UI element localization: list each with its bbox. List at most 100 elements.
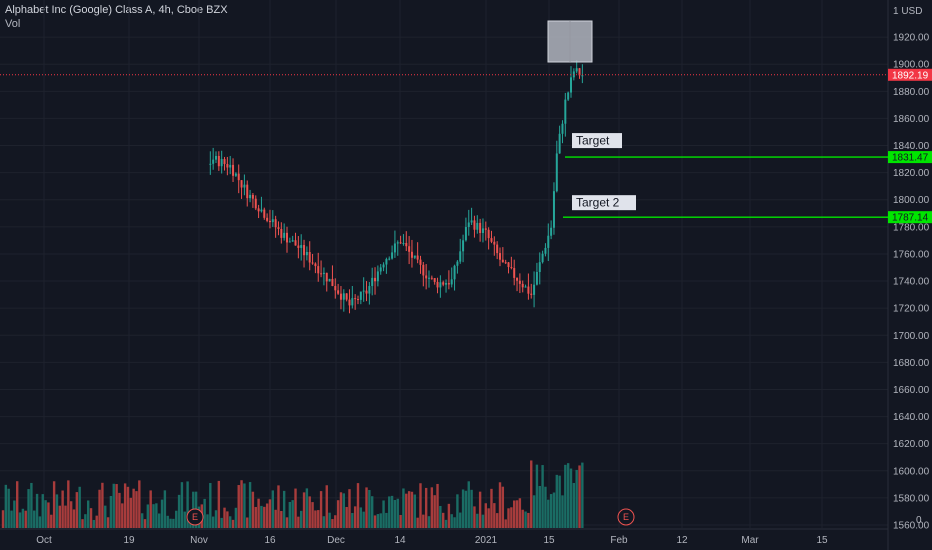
volume-bar (424, 487, 428, 528)
volume-bar (180, 482, 184, 528)
candle-body (396, 242, 399, 244)
volume-bar (407, 491, 411, 528)
volume-bar (300, 510, 303, 528)
volume-bar (248, 482, 252, 528)
candle-body (433, 278, 436, 282)
volume-bar (493, 503, 496, 528)
volume-bar (566, 463, 570, 528)
volume-bar (231, 519, 235, 528)
candle-body (374, 277, 377, 282)
candle-body (561, 123, 564, 134)
volume-bar (549, 494, 553, 528)
x-tick-label: 19 (123, 535, 135, 546)
earnings-marker-label: E (623, 512, 629, 522)
y-tick-label: 1600.00 (893, 466, 930, 477)
candle-body (339, 293, 342, 300)
volume-bar (263, 506, 266, 528)
candle-body (476, 222, 479, 230)
y-tick-label: 1660.00 (893, 385, 930, 396)
candle-body (464, 227, 467, 241)
candle-body (484, 228, 487, 230)
volume-bar (186, 481, 189, 528)
candle-body (436, 281, 439, 288)
volume-bar (447, 503, 451, 528)
volume-bar (35, 493, 39, 528)
y-tick-label: 1820.00 (893, 168, 930, 179)
time-axis[interactable]: Oct 19 Nov 16 Dec 14 2021 15 Feb 12 Mar 15 (36, 535, 828, 546)
volume-bar (274, 509, 277, 528)
candle-body (359, 291, 362, 300)
volume-bar (288, 501, 292, 528)
volume-bar (58, 505, 61, 528)
target-price-tag (888, 151, 932, 164)
volume-bar (209, 483, 212, 528)
volume-bar (203, 498, 206, 528)
volume-bar (158, 513, 161, 528)
candle-body (226, 164, 229, 168)
volume-bar (64, 505, 67, 528)
volume-bar (532, 495, 536, 528)
candle-body (425, 275, 428, 279)
candle-body (229, 164, 232, 168)
volume-bar (388, 496, 391, 528)
candle-body (286, 232, 288, 243)
candle-body (240, 180, 243, 188)
volume-bar (356, 483, 360, 528)
volume-bar (98, 489, 101, 528)
target-price-tag (888, 211, 932, 224)
candle-body (442, 282, 445, 285)
candle-body (445, 283, 448, 285)
volume-bar (95, 515, 98, 528)
volume-bar (24, 510, 27, 528)
volume-bar (166, 515, 169, 528)
volume-bar (109, 495, 113, 528)
volume-bar (268, 499, 272, 528)
volume-bar (510, 507, 513, 528)
candle-body (535, 271, 538, 285)
volume-bar (541, 465, 544, 528)
candle-body (317, 266, 320, 274)
candle-body (567, 92, 570, 100)
candle-body (513, 268, 516, 278)
volume-bar (67, 480, 70, 528)
chart-legend: Alphabet Inc (Google) Class A, 4h, Cboe … (5, 3, 228, 31)
volume-bar (118, 492, 121, 528)
candle-body (388, 258, 391, 260)
volume-bar (444, 519, 448, 528)
candle-body (365, 290, 368, 294)
x-tick-label: Mar (741, 535, 759, 546)
volume-bar (575, 469, 578, 528)
volume-bar (547, 499, 550, 528)
volume-bar (433, 495, 436, 528)
volume-bar (243, 483, 246, 528)
candle-body (371, 277, 374, 287)
y-tick-label: 1760.00 (893, 249, 930, 260)
y-tick-label: 1860.00 (893, 114, 930, 125)
chart-overlays: Target Target 2 E E (0, 20, 888, 526)
earnings-marker-label: E (192, 512, 198, 522)
candle-body (524, 286, 527, 288)
volume-bar (365, 487, 368, 528)
volume-bar (416, 517, 419, 528)
volume-bar (325, 485, 328, 528)
candle-body (538, 262, 541, 272)
x-tick-label: Feb (610, 535, 628, 546)
candle-body (430, 277, 433, 279)
candle-body (473, 220, 476, 230)
x-tick-label: 12 (676, 535, 688, 546)
volume-bar (104, 505, 107, 528)
candle-body (297, 245, 300, 248)
candle-body (348, 299, 351, 306)
volume-bar (87, 500, 90, 528)
volume-bar (183, 511, 186, 528)
price-axis[interactable]: 1920.00 1900.00 1880.00 1860.00 1840.00 1820.… (888, 6, 932, 532)
volume-bar (121, 503, 124, 528)
volume-bar (393, 499, 397, 528)
candle-body (527, 286, 530, 294)
candle-body (331, 278, 334, 286)
candle-body (447, 283, 450, 285)
volume-bar (81, 519, 84, 528)
volume-bar (351, 512, 354, 528)
candle-body (575, 68, 578, 72)
